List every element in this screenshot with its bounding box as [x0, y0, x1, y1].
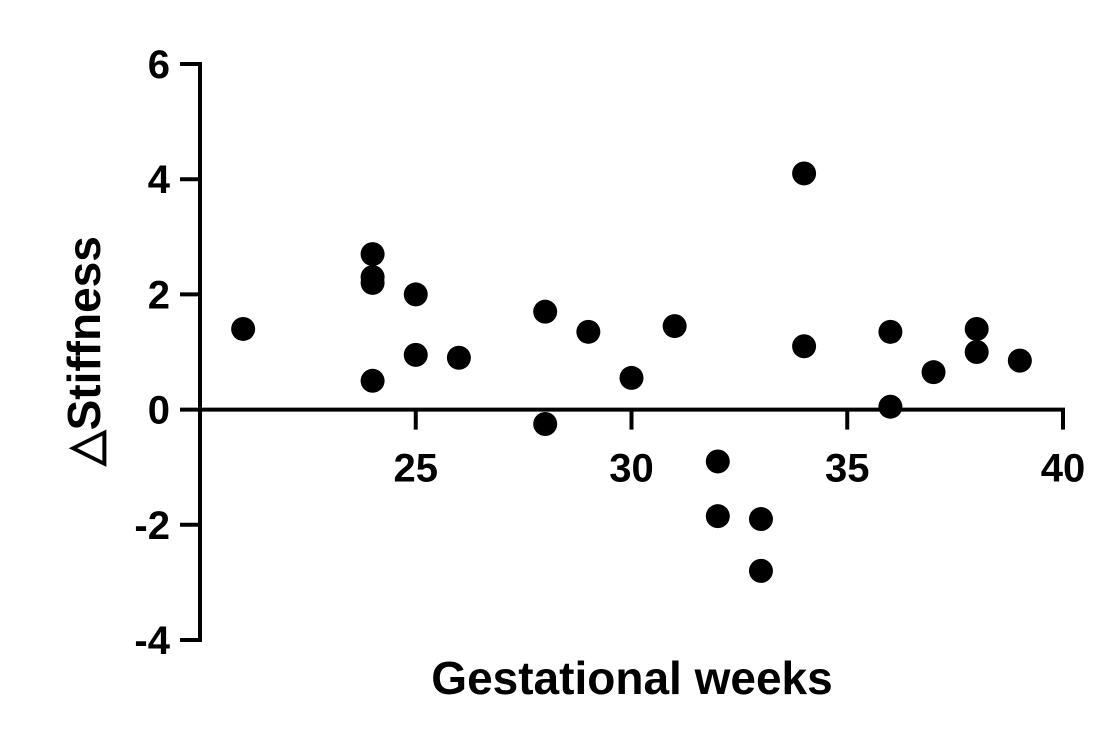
data-point: [360, 270, 385, 295]
data-point: [878, 319, 903, 344]
x-tick-label: 30: [609, 447, 654, 491]
data-point: [231, 316, 256, 341]
y-tick-label: -4: [134, 619, 170, 663]
data-point: [533, 299, 558, 324]
data-point: [360, 242, 385, 267]
data-point: [878, 394, 903, 419]
data-point: [576, 319, 601, 344]
x-tick-label: 35: [825, 447, 870, 491]
data-point: [360, 368, 385, 393]
data-point: [748, 558, 773, 583]
data-point: [964, 340, 989, 364]
y-tick-label: 4: [148, 158, 171, 202]
data-point: [403, 282, 428, 307]
data-point: [662, 314, 687, 339]
data-point: [1007, 348, 1032, 373]
data-point: [403, 342, 428, 367]
y-axis-title: △Stiffness: [58, 236, 110, 468]
data-point: [964, 316, 989, 341]
data-point: [792, 334, 817, 359]
data-point: [446, 345, 471, 370]
x-tick-label: 25: [394, 447, 439, 491]
data-point: [533, 412, 558, 436]
data-point: [748, 507, 773, 532]
x-axis: 25 30 35 40: [198, 407, 1086, 491]
x-tick-label: 40: [1041, 447, 1086, 491]
data-point: [619, 365, 644, 390]
y-axis: -4 -2 0 2 4 6: [134, 43, 202, 663]
data-point: [792, 161, 817, 186]
y-tick-label: 2: [148, 273, 170, 317]
data-points: [231, 161, 1032, 583]
data-point: [705, 504, 730, 529]
data-point: [921, 360, 946, 385]
x-axis-title: Gestational weeks: [431, 652, 832, 704]
y-tick-label: 0: [148, 389, 170, 433]
data-point: [705, 449, 730, 474]
y-tick-label: -2: [134, 504, 170, 548]
y-tick-label: 6: [148, 43, 170, 87]
